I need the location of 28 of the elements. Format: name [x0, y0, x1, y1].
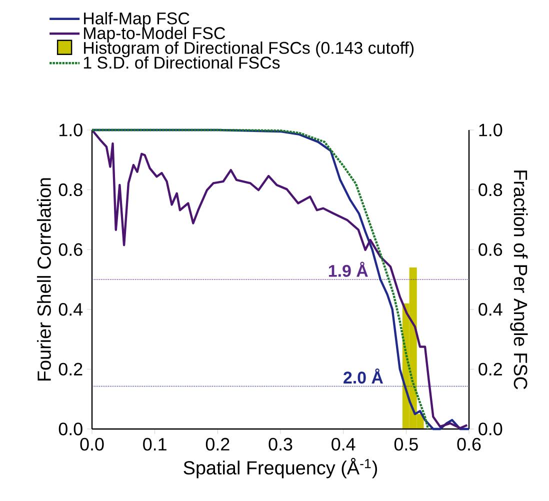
x-tick-label: 0.0: [80, 438, 104, 451]
ref-line-label: 1.9 Å: [328, 262, 368, 277]
x-tick-label: 0.5: [394, 438, 418, 451]
y-tick-label: 0.6: [58, 243, 82, 256]
ref-line-label: 2.0 Å: [344, 368, 383, 384]
y-tick-label: 0.8: [58, 183, 82, 196]
y2-tick-label: 0.0: [478, 422, 502, 436]
y2-tick-label: 0.8: [478, 183, 502, 196]
x-tick-label: 0.3: [268, 438, 292, 451]
y2-tick-label: 1.0: [479, 124, 502, 136]
x-tick-label: 0.2: [206, 438, 230, 451]
y-tick-label: 0.4: [58, 303, 83, 316]
x-tick-label: 0.1: [143, 438, 166, 451]
x-axis-title: Spatial Frequency (Å$^{-1}$): [184, 458, 377, 478]
y-axis-title: Fourier Shell Correlation: [37, 178, 51, 381]
legend-label: 1 S.D. of Directional FSCs: [84, 56, 280, 69]
y-tick-label: 0.2: [58, 362, 82, 376]
legend-label: Histogram of Directional FSCs (0.143 cutoff): [84, 41, 414, 58]
x-tick-label: 0.6: [457, 438, 481, 451]
y-tick-label: 1.0: [60, 124, 82, 136]
y-tick-label: 0.0: [58, 422, 82, 436]
y2-tick-label: 0.2: [478, 362, 502, 376]
y2-tick-label: 0.4: [478, 303, 502, 316]
x-tick-label: 0.4: [332, 438, 356, 451]
y2-axis-title: Fraction of Per Angle FSC: [510, 170, 528, 390]
y2-tick-label: 0.6: [478, 243, 502, 256]
legend-label: Half-Map FSC: [84, 12, 190, 28]
legend-label: Map-to-Model FSC: [84, 26, 226, 43]
